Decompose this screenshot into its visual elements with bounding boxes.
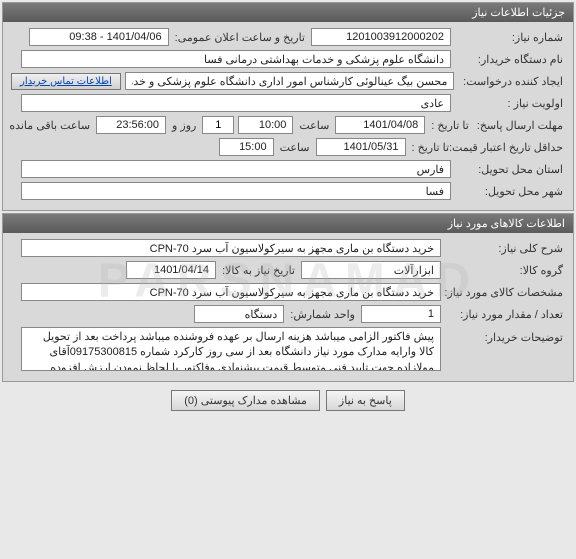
validity-label: حداقل تاریخ اعتبار قیمت:: [455, 141, 565, 154]
bottom-button-bar: پاسخ به نیاز مشاهده مدارک پیوستی (0): [0, 384, 576, 417]
city-field[interactable]: [21, 182, 451, 200]
unit-label: واحد شمارش:: [288, 308, 357, 321]
deadline-to-label: تا تاریخ :: [429, 119, 470, 132]
validity-time-field[interactable]: [219, 138, 274, 156]
deadline-time-field[interactable]: [238, 116, 293, 134]
creator-label: ایجاد کننده درخواست:: [458, 75, 565, 88]
attachments-button[interactable]: مشاهده مدارک پیوستی (0): [171, 390, 320, 411]
qty-field[interactable]: [361, 305, 441, 323]
validity-to-label: تا تاریخ :: [410, 141, 451, 154]
panel2-body: شرح کلی نیاز: گروه کالا: تاریخ نیاز به ک…: [3, 233, 573, 381]
panel1-header: جزئیات اطلاعات نیاز: [3, 3, 573, 22]
creator-field[interactable]: [125, 72, 455, 90]
priority-field[interactable]: [21, 94, 451, 112]
contact-buyer-link[interactable]: اطلاعات تماس خریدار: [11, 73, 121, 90]
announce-label: تاریخ و ساعت اعلان عمومی:: [173, 31, 307, 44]
priority-label: اولویت نیاز :: [455, 97, 565, 110]
buyer-field[interactable]: [21, 50, 451, 68]
group-field[interactable]: [301, 261, 441, 279]
announce-field[interactable]: [29, 28, 169, 46]
group-label: گروه کالا:: [445, 264, 565, 277]
unit-field[interactable]: [194, 305, 284, 323]
deadline-date-field[interactable]: [335, 116, 425, 134]
panel1-body: شماره نیاز: تاریخ و ساعت اعلان عمومی: نا…: [3, 22, 573, 210]
note-label: توضیحات خریدار:: [445, 327, 565, 344]
desc-label: شرح کلی نیاز:: [445, 242, 565, 255]
reply-button[interactable]: پاسخ به نیاز: [326, 390, 405, 411]
validity-time-label: ساعت: [278, 141, 312, 154]
req-number-label: شماره نیاز:: [455, 31, 565, 44]
req-number-field[interactable]: [311, 28, 451, 46]
desc-field[interactable]: [21, 239, 441, 257]
deadline-time-label: ساعت: [297, 119, 331, 132]
buyer-label: نام دستگاه خریدار:: [455, 53, 565, 66]
remain-time-field[interactable]: [96, 116, 166, 134]
city-label: شهر محل تحویل:: [455, 185, 565, 198]
province-field[interactable]: [21, 160, 451, 178]
remain-label: ساعت باقی مانده: [7, 119, 92, 132]
deadline-label: مهلت ارسال پاسخ:: [475, 119, 565, 132]
province-label: استان محل تحویل:: [455, 163, 565, 176]
spec-field[interactable]: [21, 283, 441, 301]
days-label: روز و: [170, 119, 198, 132]
panel-goods-info: اطلاعات کالاهای مورد نیاز شرح کلی نیاز: …: [2, 213, 574, 382]
qty-label: تعداد / مقدار مورد نیاز:: [445, 308, 565, 321]
need-date-field[interactable]: [126, 261, 216, 279]
panel-need-details: جزئیات اطلاعات نیاز شماره نیاز: تاریخ و …: [2, 2, 574, 211]
panel2-header: اطلاعات کالاهای مورد نیاز: [3, 214, 573, 233]
spec-label: مشخصات کالای مورد نیاز:: [445, 286, 565, 299]
validity-date-field[interactable]: [316, 138, 406, 156]
note-field[interactable]: [21, 327, 441, 371]
days-count-field[interactable]: [202, 116, 234, 134]
need-date-label: تاریخ نیاز به کالا:: [220, 264, 297, 277]
